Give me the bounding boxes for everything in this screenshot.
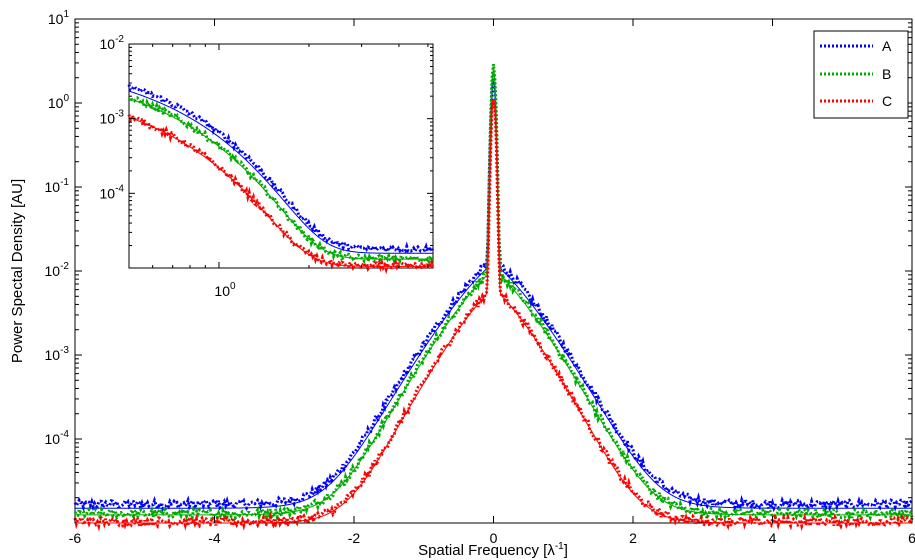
legend-label-a: A (882, 38, 892, 54)
y-tick-label: 10-4 (45, 429, 70, 447)
inset-plot-frame (128, 43, 434, 269)
y-tick-label: 10-3 (45, 345, 70, 363)
x-tick-label: -2 (348, 530, 361, 546)
legend-label-c: C (882, 93, 892, 109)
x-tick-label: 6 (908, 530, 915, 546)
y-tick-label: 100 (48, 93, 70, 111)
inset-axis-ticks: 10-2 10-3 10-4 100 (100, 34, 433, 299)
y-tick-label: 101 (48, 9, 70, 27)
legend: A B C (813, 30, 909, 119)
x-tick-label: -4 (208, 530, 221, 546)
legend-label-b: B (882, 66, 891, 82)
x-tick-label: 2 (629, 530, 637, 546)
y-tick-label: 10-1 (45, 177, 70, 195)
legend-item-c: C (820, 93, 892, 109)
x-axis-label: Spatial Frequency [λ-1] (418, 541, 568, 559)
main-axis-ticks: -6 -4 -2 0 2 4 6 101 100 10-1 10-2 10-3 10-4 (45, 9, 915, 546)
inset-x-tick-label: 100 (214, 281, 236, 299)
y-tick-label: 10-2 (45, 261, 70, 279)
inset-y-tick-label: 10-3 (100, 109, 125, 127)
legend-item-a: A (820, 38, 892, 54)
inset-y-tick-label: 10-2 (100, 34, 125, 52)
y-axis-label: Power Spectal Density [AU] (9, 179, 26, 363)
x-tick-label: -6 (69, 530, 82, 546)
inset-fit-a (128, 90, 433, 254)
inset-data-c (127, 114, 435, 275)
legend-item-b: B (820, 66, 891, 82)
series-data-b (73, 63, 914, 524)
x-tick-label: 4 (769, 530, 777, 546)
inset-series-group (127, 84, 435, 275)
x-tick-label: 0 (490, 530, 498, 546)
inset-y-tick-label: 10-4 (100, 183, 125, 201)
inset-data-b (127, 94, 435, 267)
inset-data-a (127, 84, 435, 256)
series-data-a (73, 73, 913, 515)
series-data-c (73, 99, 914, 532)
inset-plot: 10-2 10-3 10-4 100 (100, 34, 435, 299)
